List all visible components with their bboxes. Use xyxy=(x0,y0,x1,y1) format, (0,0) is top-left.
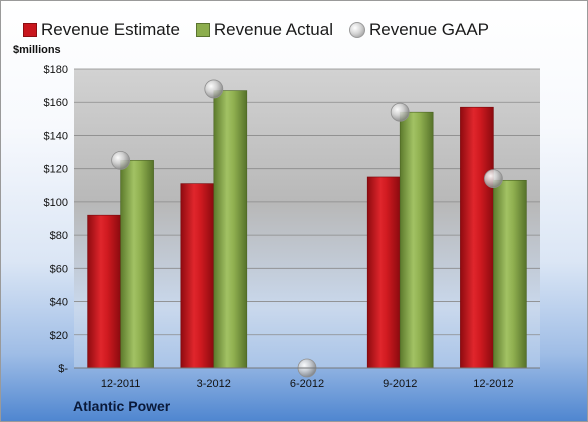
legend-swatch-actual xyxy=(195,23,210,37)
point-revenue-gaap xyxy=(111,150,130,170)
legend-label-actual: Revenue Actual xyxy=(213,20,333,39)
point-revenue-gaap xyxy=(390,102,410,122)
x-tick-label: 3-2012 xyxy=(197,378,231,390)
y-tick-label: $20 xyxy=(50,330,68,342)
bar-revenue-estimate xyxy=(87,214,121,369)
legend-item-gaap: Revenue GAAP xyxy=(349,20,489,40)
y-tick-label: $80 xyxy=(50,230,68,242)
point-revenue-gaap xyxy=(204,79,224,99)
legend-item-estimate: Revenue Estimate xyxy=(23,20,180,40)
y-tick-label: $180 xyxy=(44,64,68,76)
bar-revenue-estimate xyxy=(366,176,401,369)
x-tick-label: 12-2012 xyxy=(473,378,513,390)
legend-swatch-estimate xyxy=(23,23,37,37)
y-tick-label: $120 xyxy=(44,164,68,176)
y-tick-label: $100 xyxy=(44,197,68,209)
y-tick-label: $- xyxy=(58,363,68,375)
x-tick-label: 12-2011 xyxy=(101,378,141,390)
y-axis-unit-label: $millions xyxy=(13,44,61,56)
legend-label-estimate: Revenue Estimate xyxy=(41,20,180,39)
bar-revenue-actual xyxy=(399,111,434,369)
x-tick-label: 9-2012 xyxy=(383,378,417,390)
y-tick-label: $40 xyxy=(50,297,68,309)
x-axis-tick-labels: 12-2011 3-2012 6-2012 9-2012 12-2012 xyxy=(101,378,514,390)
bars xyxy=(87,90,527,369)
bar-revenue-actual xyxy=(213,90,248,369)
y-tick-label: $140 xyxy=(44,130,68,142)
legend-label-gaap: Revenue GAAP xyxy=(369,20,490,39)
y-tick-label: $160 xyxy=(44,97,68,109)
bar-revenue-actual xyxy=(120,160,154,369)
legend-swatch-gaap xyxy=(349,22,365,38)
company-name: Atlantic Power xyxy=(73,398,171,414)
bar-revenue-actual xyxy=(493,179,527,369)
legend: Revenue Estimate Revenue Actual Revenue … xyxy=(23,15,505,45)
bar-revenue-estimate xyxy=(180,183,215,369)
y-tick-label: $60 xyxy=(50,263,68,275)
legend-item-actual: Revenue Actual xyxy=(195,20,333,40)
point-revenue-gaap xyxy=(483,169,503,189)
bar-revenue-estimate xyxy=(460,106,494,369)
y-axis-tick-labels: $- $20 $40 $60 $80 $100 $120 $140 $160 $180 xyxy=(44,64,69,375)
x-tick-label: 6-2012 xyxy=(290,378,324,390)
